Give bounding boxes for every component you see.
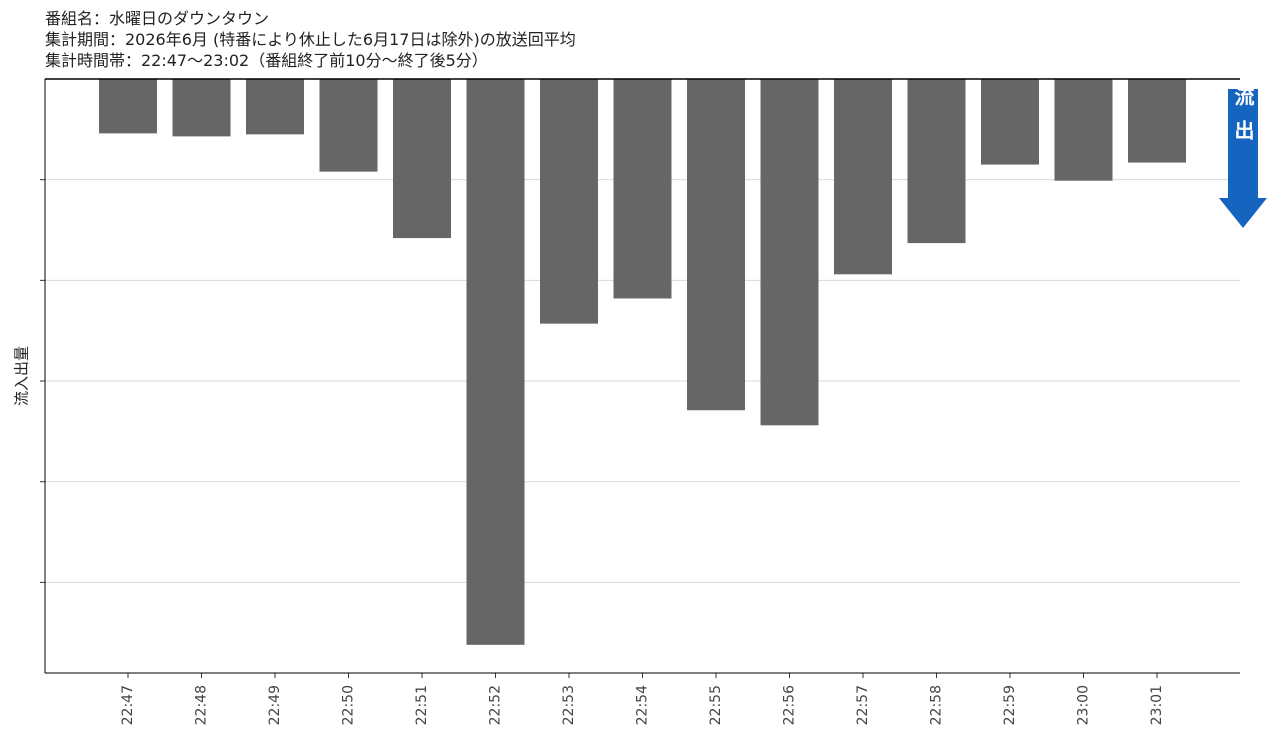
- title-line: 番組名：水曜日のダウンタウン: [45, 9, 269, 28]
- bar: [760, 79, 819, 426]
- bar: [1054, 79, 1113, 181]
- x-tick-label: 22:49: [267, 685, 283, 725]
- title-line: 集計期間：2026年6月 (特番により休止した6月17日は除外)の放送回平均: [45, 30, 576, 49]
- bar: [687, 79, 745, 411]
- title: 番組名：水曜日のダウンタウン 集計期間：2026年6月 (特番により休止した6月…: [45, 9, 576, 70]
- bar: [981, 79, 1039, 165]
- x-tick-label: 22:58: [929, 685, 945, 725]
- x-tick-label: 22:52: [488, 685, 504, 725]
- x-tick-label: 22:53: [561, 685, 577, 725]
- bar: [99, 79, 157, 134]
- x-tick-label: 22:48: [194, 685, 210, 725]
- x-tick-label: 22:47: [120, 685, 136, 725]
- x-tick-label: 22:51: [414, 685, 430, 725]
- x-tick-label: 22:55: [708, 685, 724, 725]
- y-axis-label: 流入出量: [13, 346, 31, 406]
- bar: [907, 79, 966, 244]
- x-tick-label: 22:50: [341, 685, 357, 725]
- arrow-badge: [1219, 89, 1267, 228]
- title-line: 集計時間帯：22:47～23:02（番組終了前10分～終了後5分）: [45, 51, 488, 70]
- bar: [393, 79, 451, 239]
- x-tick-label: 22:56: [782, 685, 798, 725]
- bar: [246, 79, 304, 135]
- bar: [319, 79, 378, 172]
- x-tick-label: 23:01: [1149, 685, 1165, 725]
- bar: [613, 79, 672, 299]
- bar: [466, 79, 525, 645]
- bar: [172, 79, 231, 137]
- x-tick-label: 22:54: [635, 685, 651, 725]
- x-tick-label: 22:59: [1002, 685, 1018, 725]
- annotation: 流出: [1231, 85, 1255, 154]
- x-tick-label: 23:00: [1076, 685, 1092, 725]
- bar: [1128, 79, 1186, 163]
- bar: [540, 79, 598, 324]
- x-tick-label: 22:57: [855, 685, 871, 725]
- bar: [834, 79, 892, 275]
